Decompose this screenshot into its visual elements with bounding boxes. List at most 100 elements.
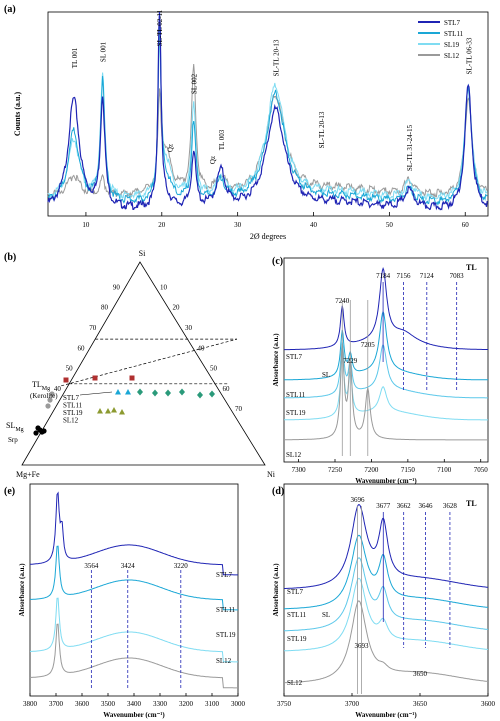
panel-e-value: 3424 (121, 562, 136, 570)
panel-d-sl-value: 3693 (355, 642, 370, 650)
panel-a-annotation: SL-TL 02-11 (156, 9, 164, 46)
ternary-label-tl-sub: Mg (42, 386, 50, 392)
ternary-label-sl: SLMg (6, 421, 24, 433)
ternary-point (119, 409, 125, 415)
ternary-leader (79, 391, 113, 396)
panel-e-xlabel: Wavenumber (cm⁻¹) (103, 711, 165, 719)
panel-e-xtick-label: 3700 (49, 700, 64, 708)
panel-c-ylabel: Absorbance (a.u.) (272, 333, 280, 387)
vertex-mgfe: Mg+Fe (16, 470, 40, 479)
panel-c-series-label: STL19 (286, 409, 306, 417)
ternary-point (125, 389, 131, 395)
ternary-dash-diag (61, 338, 238, 387)
panel-d-series (284, 557, 488, 632)
panel-d-xtick-label: 3700 (345, 700, 360, 708)
panel-d-series-label: STL19 (287, 635, 307, 643)
panel-c-sl-value: 7240 (335, 297, 350, 305)
ternary-point (179, 388, 185, 396)
ternary-point (33, 430, 39, 436)
panel-e-series (29, 597, 238, 663)
panel-c-series-label: STL7 (286, 353, 302, 361)
panel-c-series (284, 344, 488, 441)
ternary-label-sl-main: SL (6, 421, 15, 430)
panel-a-xlabel: 2Ø degrees (250, 232, 286, 241)
panel-e-xtick-label: 3200 (179, 700, 194, 708)
panel-c-series (284, 267, 488, 351)
panel-d-series (284, 534, 489, 610)
panel-a-xtick-label: 20 (158, 221, 166, 229)
panel-a-annotation: Qz (209, 156, 217, 164)
panel-c-sl-value: 7229 (343, 357, 358, 365)
panel-e-series (29, 545, 238, 611)
panel-c-xlabel: Wavenumber (cm⁻¹) (355, 477, 417, 485)
ternary-point (165, 389, 171, 397)
panel-e-xtick-label: 3000 (231, 700, 246, 708)
panel-e-xtick-label: 3800 (23, 700, 38, 708)
ternary-label-tl: TLMg (32, 380, 50, 392)
panel-d-sl-value: 3696 (350, 496, 365, 504)
panel-d-group-label: TL (466, 499, 477, 508)
ternary-point (45, 403, 51, 409)
panel-d-xtick-label: 3600 (481, 700, 496, 708)
vertex-si: Si (139, 249, 146, 258)
panel-a-xtick-label: 60 (462, 221, 470, 229)
panel-d-tl-value: 3646 (418, 502, 433, 510)
panel-e-xtick-label: 3300 (153, 700, 168, 708)
panel-c-series (284, 353, 488, 421)
panel-a-xtick-label: 50 (386, 221, 394, 229)
ternary-tick-left: 70 (89, 324, 97, 332)
panel-d-label: (d) (272, 486, 284, 497)
panel-d-xlabel: Wavenumber (cm⁻¹) (355, 711, 417, 719)
panel-c-xtick-label: 7050 (474, 466, 489, 474)
panel-c-series-label: SL12 (286, 451, 302, 459)
ternary-tick-right: 50 (210, 365, 218, 373)
panel-a-annotation: SL-TL 31-24-15 (406, 124, 414, 171)
panel-a-series-SL19 (47, 34, 488, 202)
panel-d-series-label: SL (322, 611, 330, 619)
ternary-point (97, 408, 103, 414)
panel-e-xtick-label: 3600 (75, 700, 90, 708)
ternary-tick-right: 70 (235, 405, 243, 413)
panel-d-series (284, 504, 488, 589)
panel-a-annotation: TL 001 (71, 47, 79, 68)
ternary-tick-left: 80 (101, 304, 109, 312)
panel-d: (d) 3750 3700 3650 3600 Wavenumber (cm⁻¹) Abso… (272, 483, 496, 719)
vertex-ni: Ni (267, 470, 276, 479)
ternary-tick-right: 30 (185, 324, 193, 332)
ternary-point (92, 375, 98, 381)
ternary-label-srp: Srp (8, 436, 18, 444)
panel-e-series-label: SL12 (216, 657, 232, 665)
panel-d-series-label: STL11 (287, 611, 307, 619)
panel-c-series-label: STL11 (286, 391, 306, 399)
panel-e-series-label: STL11 (216, 606, 236, 614)
panel-a-xtick-label: 40 (310, 221, 318, 229)
panel-c-tl-value: 7184 (376, 272, 391, 280)
panel-e-value: 3220 (174, 562, 189, 570)
panel-c-tl-value: 7083 (450, 272, 465, 280)
panel-a-xtick-label: 30 (234, 221, 242, 229)
panel-e-label: (e) (4, 486, 15, 497)
panel-b-label: (b) (4, 252, 16, 263)
ternary-point (115, 389, 121, 395)
ternary-label-sl-sub: Mg (15, 427, 23, 433)
panel-c-xtick-label: 7150 (401, 466, 416, 474)
panel-c-sl-value: 7205 (361, 341, 376, 349)
ternary-tick-left: 40 (54, 385, 62, 393)
panel-e-series (29, 491, 238, 576)
panel-d-xtick-label: 3750 (277, 700, 292, 708)
ternary-sample-label: SL12 (63, 417, 79, 425)
ternary-tick-left: 60 (77, 344, 85, 352)
panel-d-extra-label: 3650 (413, 670, 428, 678)
ternary-label-kerolite: (Kerolite) (30, 392, 58, 400)
ternary-point (105, 408, 111, 414)
ternary-tick-right: 60 (223, 385, 231, 393)
panel-d-series (284, 577, 489, 652)
ternary-tick-right: 20 (173, 304, 181, 312)
panel-d-series-label: SL12 (287, 679, 303, 687)
panel-a-legend-label: STL7 (444, 19, 460, 27)
panel-c-xtick-label: 7100 (437, 466, 452, 474)
panel-c-tl-value: 7156 (396, 272, 411, 280)
panel-a-legend-label: STL11 (444, 30, 464, 38)
ternary-point (137, 388, 143, 396)
ternary-label-tl-main: TL (32, 380, 42, 389)
